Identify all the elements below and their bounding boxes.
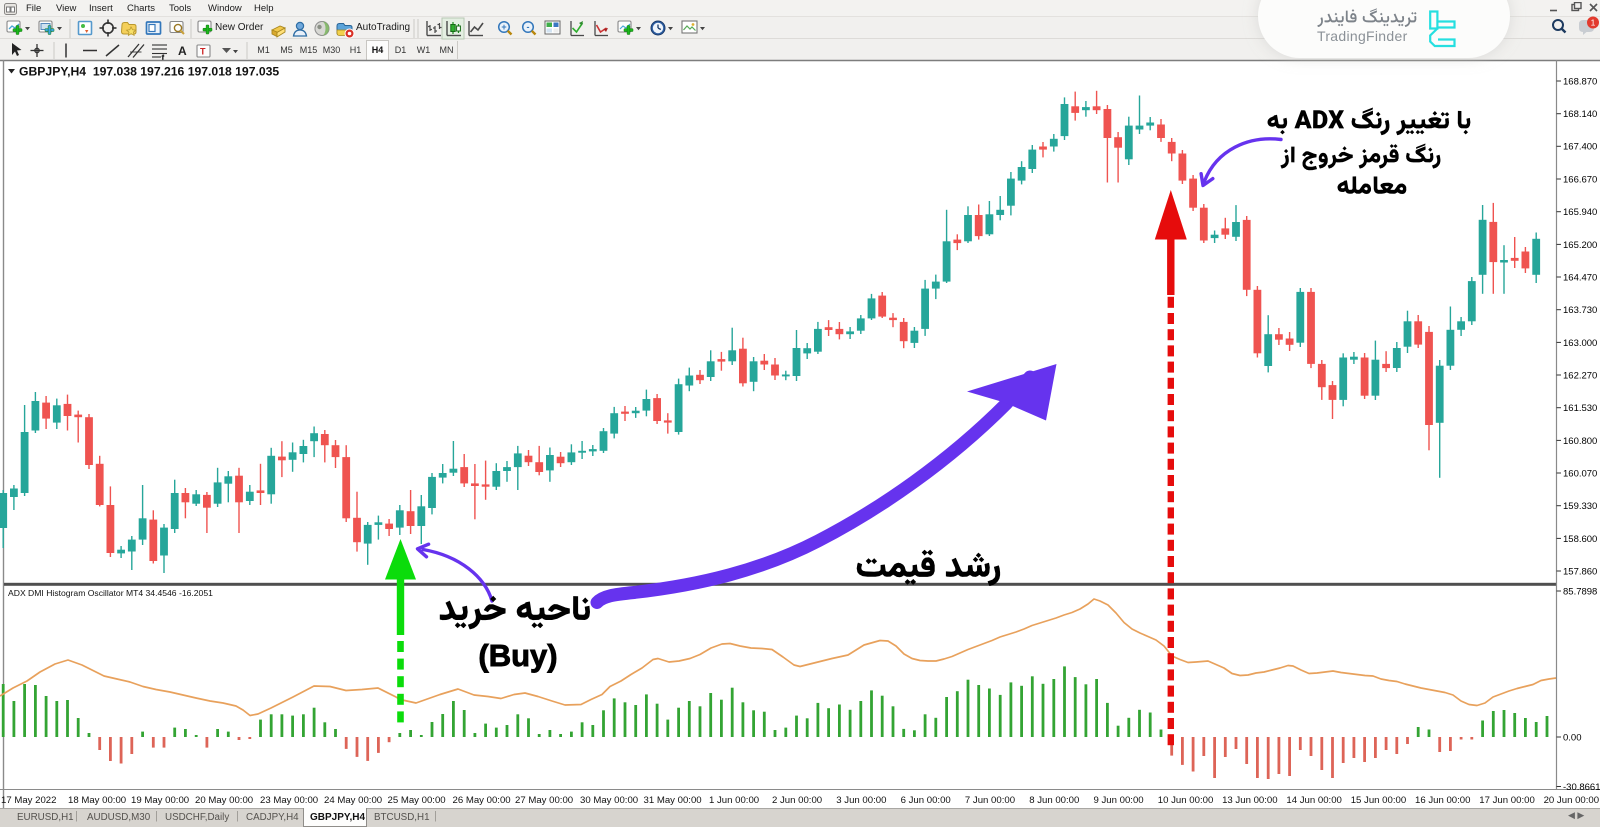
svg-text:166.670: 166.670 (1563, 174, 1597, 185)
svg-text:31 May 00:00: 31 May 00:00 (644, 795, 702, 806)
svg-text:23 May 00:00: 23 May 00:00 (260, 795, 318, 806)
svg-text:17 Jun 00:00: 17 Jun 00:00 (1479, 795, 1534, 806)
svg-text:8 Jun 00:00: 8 Jun 00:00 (1029, 795, 1079, 806)
svg-text:9 Jun 00:00: 9 Jun 00:00 (1094, 795, 1144, 806)
svg-text:7 Jun 00:00: 7 Jun 00:00 (965, 795, 1015, 806)
svg-text:163.000: 163.000 (1563, 338, 1597, 349)
svg-text:165.200: 165.200 (1563, 240, 1597, 251)
svg-text:159.330: 159.330 (1563, 501, 1597, 512)
svg-text:14 Jun 00:00: 14 Jun 00:00 (1286, 795, 1341, 806)
svg-text:25 May 00:00: 25 May 00:00 (388, 795, 446, 806)
svg-text:-30.8661: -30.8661 (1563, 782, 1600, 793)
svg-text:167.400: 167.400 (1563, 142, 1597, 153)
svg-text:10 Jun 00:00: 10 Jun 00:00 (1158, 795, 1213, 806)
svg-text:1 Jun 00:00: 1 Jun 00:00 (709, 795, 759, 806)
svg-text:85.7898: 85.7898 (1563, 586, 1597, 597)
svg-text:160.070: 160.070 (1563, 468, 1597, 479)
svg-text:165.940: 165.940 (1563, 207, 1597, 218)
svg-text:20 Jun 00:00: 20 Jun 00:00 (1544, 795, 1599, 806)
svg-text:26 May 00:00: 26 May 00:00 (453, 795, 511, 806)
svg-text:1: 1 (1591, 18, 1596, 28)
svg-text:ADX DMI Histogram Oscillator M: ADX DMI Histogram Oscillator MT4 34.4546… (8, 588, 213, 598)
svg-text:18 May 00:00: 18 May 00:00 (68, 795, 126, 806)
svg-text:24 May 00:00: 24 May 00:00 (324, 795, 382, 806)
svg-text:T: T (200, 46, 206, 56)
svg-text:164.470: 164.470 (1563, 272, 1597, 283)
svg-text:162.270: 162.270 (1563, 370, 1597, 381)
svg-text:158.600: 158.600 (1563, 534, 1597, 545)
svg-text:13 Jun 00:00: 13 Jun 00:00 (1222, 795, 1277, 806)
svg-text:A: A (178, 44, 187, 58)
svg-text:163.730: 163.730 (1563, 305, 1597, 316)
svg-text:16 Jun 00:00: 16 Jun 00:00 (1415, 795, 1470, 806)
svg-text:168.140: 168.140 (1563, 109, 1597, 120)
svg-text:f: f (162, 55, 164, 61)
svg-text:17 May 2022: 17 May 2022 (1, 795, 56, 806)
svg-text:2 Jun 00:00: 2 Jun 00:00 (772, 795, 822, 806)
svg-text:157.860: 157.860 (1563, 566, 1597, 577)
svg-text:3 Jun 00:00: 3 Jun 00:00 (836, 795, 886, 806)
svg-text:6 Jun 00:00: 6 Jun 00:00 (901, 795, 951, 806)
svg-text:161.530: 161.530 (1563, 403, 1597, 414)
svg-text:168.870: 168.870 (1563, 76, 1597, 87)
svg-text:(Buy): (Buy) (478, 638, 557, 673)
svg-text:GBPJPY,H4 197.038 197.216 197: GBPJPY,H4 197.038 197.216 197.018 197.03… (19, 65, 279, 79)
svg-text:27 May 00:00: 27 May 00:00 (515, 795, 573, 806)
svg-text:TradingFinder: TradingFinder (1317, 28, 1408, 44)
svg-text:30 May 00:00: 30 May 00:00 (580, 795, 638, 806)
svg-text:19 May 00:00: 19 May 00:00 (131, 795, 189, 806)
svg-text:15 Jun 00:00: 15 Jun 00:00 (1351, 795, 1406, 806)
svg-text:20 May 00:00: 20 May 00:00 (195, 795, 253, 806)
svg-text:0.00: 0.00 (1563, 732, 1582, 743)
svg-text:+: + (501, 21, 506, 31)
svg-text:160.800: 160.800 (1563, 436, 1597, 447)
svg-text:-: - (527, 21, 530, 31)
